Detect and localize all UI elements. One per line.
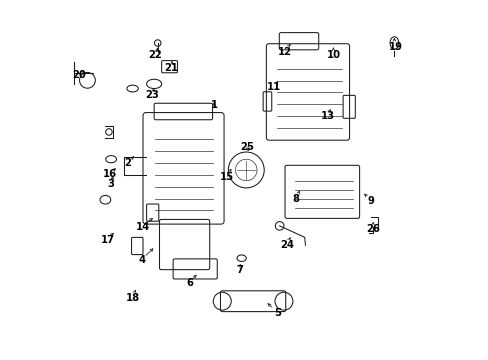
- Text: 9: 9: [366, 196, 373, 206]
- Text: 7: 7: [236, 265, 243, 275]
- Text: 24: 24: [279, 240, 293, 250]
- Text: 17: 17: [101, 235, 114, 245]
- Text: 5: 5: [273, 309, 281, 318]
- Text: 23: 23: [145, 90, 159, 100]
- Text: 4: 4: [139, 255, 145, 265]
- Text: 26: 26: [365, 225, 379, 234]
- Text: 14: 14: [136, 222, 150, 232]
- Text: 2: 2: [124, 158, 131, 168]
- Text: 21: 21: [163, 63, 178, 73]
- Text: 1: 1: [210, 100, 217, 110]
- Text: 11: 11: [266, 82, 281, 93]
- Text: 18: 18: [125, 293, 140, 303]
- Text: 22: 22: [148, 50, 162, 60]
- Text: 12: 12: [277, 46, 291, 57]
- Text: 10: 10: [326, 50, 340, 60]
- Text: 13: 13: [320, 111, 334, 121]
- Text: 8: 8: [291, 194, 298, 204]
- Text: 3: 3: [107, 179, 114, 189]
- Text: 25: 25: [240, 142, 254, 152]
- Text: 16: 16: [103, 168, 117, 179]
- Text: 6: 6: [186, 278, 193, 288]
- Text: 20: 20: [73, 70, 86, 80]
- Text: 15: 15: [220, 172, 234, 182]
- Text: 19: 19: [388, 42, 402, 51]
